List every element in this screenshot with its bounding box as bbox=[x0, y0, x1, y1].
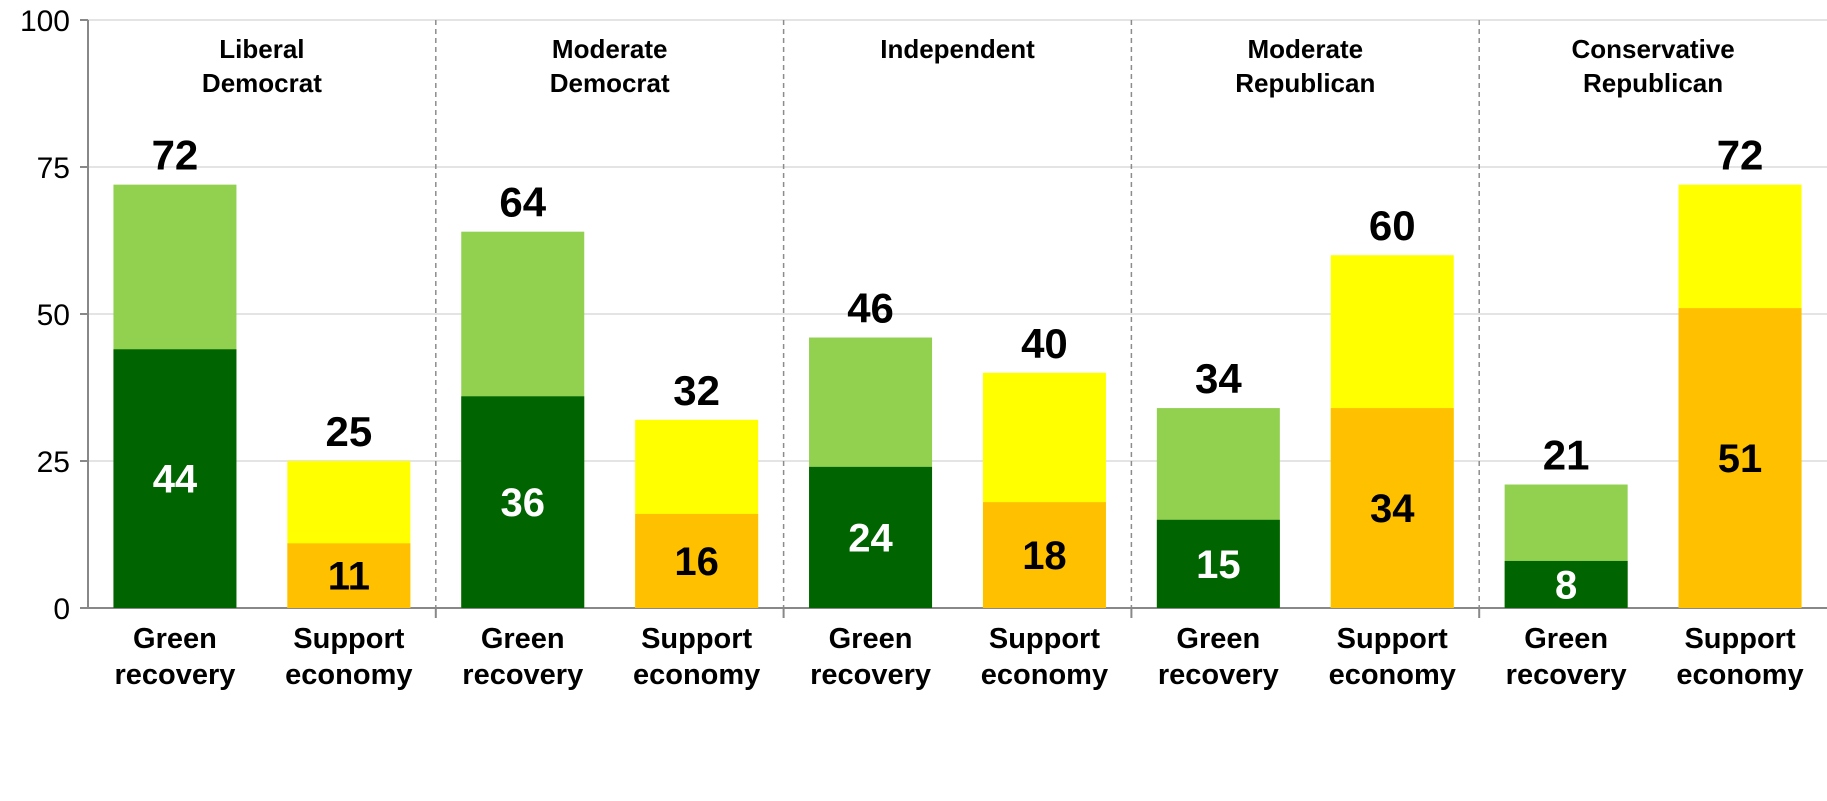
inner-value-label: 36 bbox=[501, 481, 546, 525]
x-category-label-line: Support bbox=[1684, 623, 1795, 655]
total-value-label: 46 bbox=[847, 285, 894, 332]
x-category-label: Support economy bbox=[633, 623, 760, 691]
x-tick-labels: Green recovery Support economy Green recovery… bbox=[114, 623, 1803, 691]
total-value-label: 25 bbox=[325, 408, 372, 455]
bar-inner bbox=[1330, 408, 1454, 608]
x-category-label: Green recovery bbox=[114, 623, 235, 691]
total-value-label: 34 bbox=[1195, 355, 1242, 402]
x-category-label-line: recovery bbox=[462, 659, 583, 691]
x-category-label: Green recovery bbox=[1158, 623, 1279, 691]
inner-value-label: 51 bbox=[1718, 437, 1763, 481]
x-category-label-line: Support bbox=[641, 623, 752, 655]
inner-value-label: 8 bbox=[1555, 563, 1577, 607]
x-category-label-line: economy bbox=[981, 659, 1108, 691]
bar-inner bbox=[1504, 560, 1628, 608]
total-value-label: 32 bbox=[673, 367, 720, 414]
bar-inner bbox=[1678, 308, 1802, 608]
group-labels: Liberal Democrat Moderate Democrat Independe… bbox=[202, 34, 1735, 98]
gridlines bbox=[88, 19, 1827, 462]
group-label: Independent bbox=[880, 34, 1035, 64]
x-category-label-line: economy bbox=[1676, 659, 1803, 691]
bar-inner bbox=[461, 396, 585, 608]
bar-inner bbox=[1156, 519, 1280, 608]
group-label-line: Moderate bbox=[552, 34, 668, 64]
x-category-label: Support economy bbox=[1329, 623, 1456, 691]
bars: 72 44 25 11 64 36 32 16 46 24 40 18 34 15 60 34 21 8 72 51 bbox=[113, 132, 1802, 608]
group-label: Moderate Republican bbox=[1235, 34, 1375, 98]
group-label-line: Liberal bbox=[219, 34, 304, 64]
x-category-label-line: Green bbox=[1176, 623, 1260, 655]
group-label: Moderate Democrat bbox=[550, 34, 670, 98]
x-category-label-line: Support bbox=[293, 623, 404, 655]
x-category-label-line: recovery bbox=[1506, 659, 1627, 691]
inner-value-label: 15 bbox=[1196, 543, 1241, 587]
group-label-line: Democrat bbox=[550, 68, 670, 98]
y-tick-label: 50 bbox=[37, 299, 70, 332]
x-category-label-line: economy bbox=[285, 659, 412, 691]
bar-inner bbox=[287, 543, 411, 608]
y-tick-labels: 0 25 50 75 100 bbox=[20, 5, 70, 626]
y-tick-label: 100 bbox=[20, 5, 70, 38]
x-category-label-line: economy bbox=[1329, 659, 1456, 691]
y-tick-label: 25 bbox=[37, 446, 70, 479]
total-value-label: 60 bbox=[1369, 202, 1416, 249]
x-category-label: Support economy bbox=[285, 623, 412, 691]
group-label-line: Democrat bbox=[202, 68, 322, 98]
x-category-label-line: Support bbox=[1337, 623, 1448, 655]
total-value-label: 64 bbox=[499, 179, 546, 226]
bar-inner bbox=[113, 349, 237, 608]
total-value-label: 72 bbox=[1717, 132, 1764, 179]
y-tick-label: 75 bbox=[37, 152, 70, 185]
x-category-label: Green recovery bbox=[1506, 623, 1627, 691]
inner-value-label: 18 bbox=[1022, 534, 1067, 578]
x-category-label-line: recovery bbox=[810, 659, 931, 691]
inner-value-label: 44 bbox=[153, 458, 198, 502]
bar-inner bbox=[809, 466, 933, 608]
group-label-line: Moderate bbox=[1248, 34, 1364, 64]
inner-value-label: 16 bbox=[674, 540, 719, 584]
bar-inner bbox=[982, 502, 1106, 608]
x-category-label-line: Green bbox=[481, 623, 565, 655]
group-label-line: Republican bbox=[1583, 68, 1723, 98]
x-category-label-line: recovery bbox=[1158, 659, 1279, 691]
bar-inner bbox=[635, 513, 759, 608]
x-category-label-line: recovery bbox=[114, 659, 235, 691]
group-separators bbox=[435, 20, 1480, 608]
x-category-label-line: Green bbox=[133, 623, 217, 655]
inner-value-label: 24 bbox=[848, 516, 893, 560]
x-category-label: Support economy bbox=[1676, 623, 1803, 691]
x-category-label: Green recovery bbox=[462, 623, 583, 691]
group-label-line: Conservative bbox=[1571, 34, 1734, 64]
group-label-line: Republican bbox=[1235, 68, 1375, 98]
inner-value-label: 34 bbox=[1370, 487, 1415, 531]
x-category-label-line: economy bbox=[633, 659, 760, 691]
group-label-line: Independent bbox=[880, 34, 1035, 64]
group-label: Liberal Democrat bbox=[202, 34, 322, 98]
inner-value-label: 11 bbox=[328, 555, 370, 599]
x-category-label: Support economy bbox=[981, 623, 1108, 691]
total-value-label: 40 bbox=[1021, 320, 1068, 367]
x-category-label-line: Support bbox=[989, 623, 1100, 655]
total-value-label: 72 bbox=[152, 132, 199, 179]
x-category-label: Green recovery bbox=[810, 623, 931, 691]
total-value-label: 21 bbox=[1543, 432, 1590, 479]
x-category-label-line: Green bbox=[829, 623, 913, 655]
y-tick-label: 0 bbox=[53, 593, 70, 626]
x-category-label-line: Green bbox=[1524, 623, 1608, 655]
group-label: Conservative Republican bbox=[1571, 34, 1734, 98]
